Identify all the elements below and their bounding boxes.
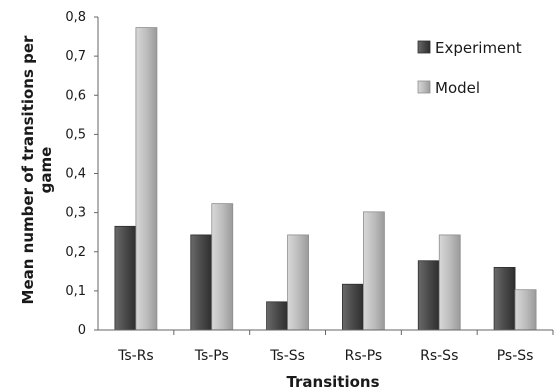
bar-model-ts-ps [211, 203, 234, 331]
bar-experiment-ts-rs [114, 225, 137, 331]
x-tick-label: Ts-Ss [269, 348, 305, 364]
bar-experiment-rs-ps [342, 283, 364, 331]
bar-model-ts-rs [135, 27, 158, 331]
y-tick-label: 0,6 [65, 88, 86, 103]
y-tick-label: 0,1 [65, 284, 86, 299]
bar-experiment-ts-ps [190, 234, 213, 331]
legend-swatch-experiment [417, 40, 431, 54]
y-tick-label: 0,4 [65, 167, 86, 182]
x-axis-title: Transitions [286, 373, 379, 391]
y-tick-label: 0,3 [65, 206, 86, 221]
legend-label-experiment: Experiment [435, 39, 522, 57]
legend-label-model: Model [435, 79, 480, 97]
bar-experiment-rs-ss [417, 260, 440, 331]
x-tick-label: Ts-Ps [194, 348, 229, 364]
y-tick-label: 0,7 [65, 49, 86, 64]
bar-model-rs-ps [363, 211, 385, 331]
bar-model-rs-ss [438, 234, 461, 331]
y-axis-title-line1: Mean number of transitions per [19, 35, 37, 304]
y-axis-title-line2: game [37, 147, 55, 194]
x-tick-label: Rs-Ss [420, 348, 458, 364]
y-tick-label: 0 [78, 323, 86, 338]
x-tick-label: Ps-Ss [497, 348, 534, 364]
y-tick-label: 0,2 [65, 245, 86, 260]
y-tick-label: 0,5 [65, 127, 86, 142]
legend: Experiment Model [417, 39, 522, 97]
y-tick-label: 0,8 [65, 10, 86, 25]
bar-model-ts-ss [287, 234, 309, 331]
bar-experiment-ps-ss [493, 266, 516, 331]
legend-swatch-model [417, 80, 431, 94]
bar-model-ps-ss [514, 289, 537, 331]
bar-experiment-ts-ss [266, 301, 288, 331]
y-axis-title: Mean number of transitions per game [19, 35, 55, 304]
x-tick-label: Ts-Rs [117, 348, 154, 364]
x-tick-label: Rs-Ps [345, 348, 383, 364]
